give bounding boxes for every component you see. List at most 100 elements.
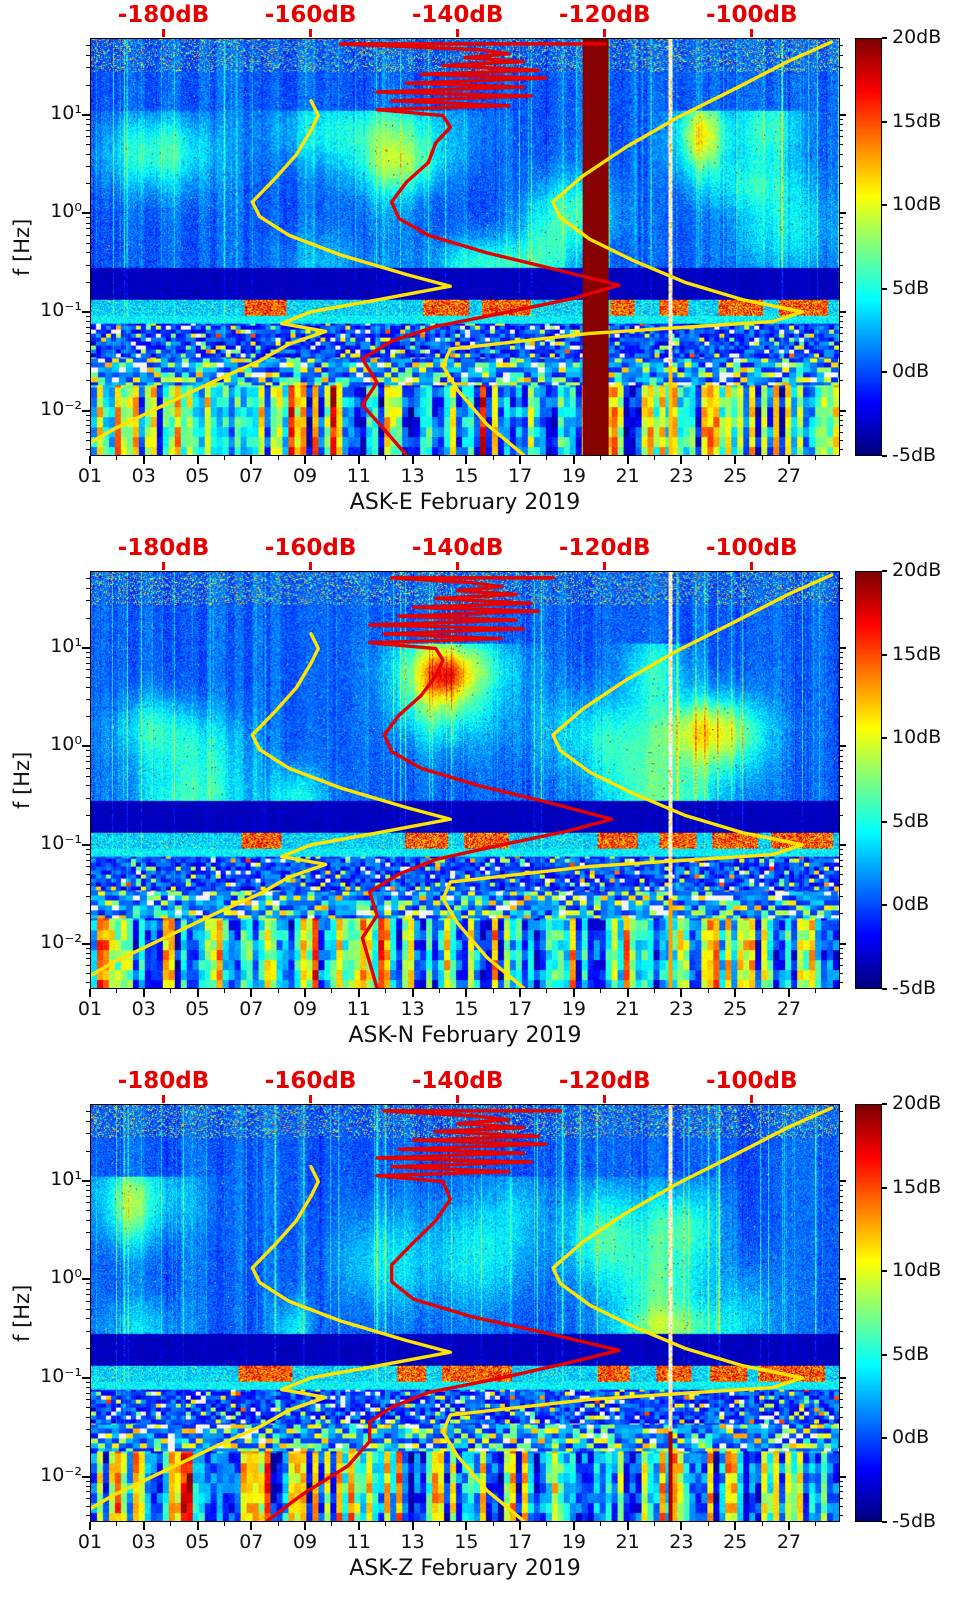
top-axis-tick: [162, 29, 166, 37]
colorbar-tick-label: 10dB: [892, 193, 942, 216]
y-minor-tick: [840, 333, 843, 335]
y-minor-tick: [86, 1382, 90, 1384]
x-tick: [89, 1522, 91, 1530]
x-tick: [304, 456, 307, 464]
y-axis-label: f [Hz]: [10, 751, 34, 809]
x-minor-tick: [654, 989, 656, 993]
y-minor-tick: [86, 982, 90, 984]
x-tick: [734, 456, 737, 464]
y-minor-tick: [86, 350, 90, 352]
x-tick: [680, 456, 683, 464]
y-minor-tick: [86, 1330, 90, 1332]
colorbar-tick: [882, 371, 887, 374]
x-tick-label: 27: [776, 1531, 802, 1553]
x-minor-tick: [492, 989, 494, 993]
y-tick: [82, 844, 90, 847]
x-tick: [357, 1522, 360, 1530]
colorbar-tick: [882, 1186, 887, 1189]
x-tick: [572, 1522, 575, 1530]
y-minor-tick: [840, 217, 843, 219]
y-minor-tick: [840, 165, 843, 167]
y-minor-tick: [840, 1446, 843, 1448]
y-minor-tick: [86, 1407, 90, 1409]
y-minor-tick: [86, 866, 90, 868]
x-minor-tick: [116, 1522, 118, 1526]
y-minor-tick: [86, 1294, 90, 1296]
y-minor-tick: [86, 165, 90, 167]
y-minor-tick: [840, 84, 843, 86]
x-minor-tick: [385, 1522, 387, 1526]
x-minor-tick: [707, 456, 709, 460]
x-minor-tick: [277, 456, 279, 460]
y-minor-tick: [86, 129, 90, 131]
y-minor-tick: [840, 656, 843, 658]
y-tick: [840, 745, 846, 748]
y-minor-tick: [86, 677, 90, 679]
y-minor-tick: [86, 252, 90, 254]
x-minor-tick: [546, 1522, 548, 1526]
y-minor-tick: [86, 1219, 90, 1221]
y-minor-tick: [86, 849, 90, 851]
y-minor-tick: [86, 775, 90, 777]
y-minor-tick: [86, 55, 90, 57]
y-minor-tick: [840, 449, 843, 451]
y-tick: [82, 1278, 90, 1281]
colorbar-tick: [882, 570, 887, 572]
y-minor-tick: [86, 859, 90, 861]
x-tick-label: 25: [723, 998, 748, 1020]
x-tick-label: 19: [561, 998, 586, 1020]
y-tick: [840, 212, 846, 215]
y-tick: [840, 646, 846, 649]
x-tick: [250, 1522, 253, 1530]
x-minor-tick: [707, 1522, 709, 1526]
y-minor-tick: [840, 874, 843, 876]
x-tick-label: 15: [454, 1531, 479, 1553]
y-minor-tick: [86, 662, 90, 664]
x-tick-label: 19: [561, 1531, 586, 1553]
x-tick: [626, 989, 629, 997]
x-minor-tick: [438, 456, 440, 460]
x-tick-label: 03: [131, 998, 156, 1020]
top-axis-tick: [750, 29, 754, 37]
y-tick: [82, 646, 90, 649]
x-tick: [519, 989, 522, 997]
top-axis-tick-label: -180dB: [117, 1068, 210, 1094]
y-minor-tick: [86, 234, 90, 236]
x-tick-label: 13: [400, 1531, 425, 1553]
y-minor-tick: [86, 854, 90, 856]
top-axis-tick: [162, 1095, 166, 1103]
x-tick-label: 01: [77, 1531, 103, 1553]
colorbar-tick: [882, 204, 887, 207]
y-minor-tick: [86, 264, 90, 266]
x-minor-tick: [385, 456, 387, 460]
y-minor-tick: [86, 1416, 90, 1418]
y-minor-tick: [840, 432, 843, 434]
x-tick-label: 27: [776, 998, 802, 1020]
x-tick-label: 23: [669, 998, 694, 1020]
y-minor-tick: [86, 617, 90, 619]
y-minor-tick: [86, 965, 90, 967]
y-minor-tick: [86, 669, 90, 671]
y-tick-label: 10¹: [50, 1167, 82, 1190]
x-axis-title: ASK-Z February 2019: [349, 1556, 581, 1581]
panel-ask-e: f [Hz] ASK-E February 2019 -180dB -160dB -…: [0, 0, 962, 533]
y-minor-tick: [86, 45, 90, 47]
colorbar-tick: [882, 120, 887, 123]
y-minor-tick: [840, 1399, 843, 1401]
y-minor-tick: [840, 321, 843, 323]
y-minor-tick: [840, 326, 843, 328]
x-tick-label: 01: [77, 998, 103, 1020]
y-minor-tick: [840, 1249, 843, 1251]
y-minor-tick: [840, 1382, 843, 1384]
top-axis-tick-label: -140dB: [411, 1068, 504, 1094]
y-minor-tick: [840, 234, 843, 236]
y-minor-tick: [86, 1288, 90, 1290]
x-tick: [734, 989, 737, 997]
x-tick-label: 07: [239, 998, 264, 1020]
spectrogram-plot: [90, 1104, 840, 1522]
y-minor-tick: [86, 656, 90, 658]
y-minor-tick: [86, 814, 90, 816]
median-spectrum-curve: [338, 42, 621, 455]
y-minor-tick: [840, 1505, 843, 1507]
x-minor-tick: [170, 456, 172, 460]
